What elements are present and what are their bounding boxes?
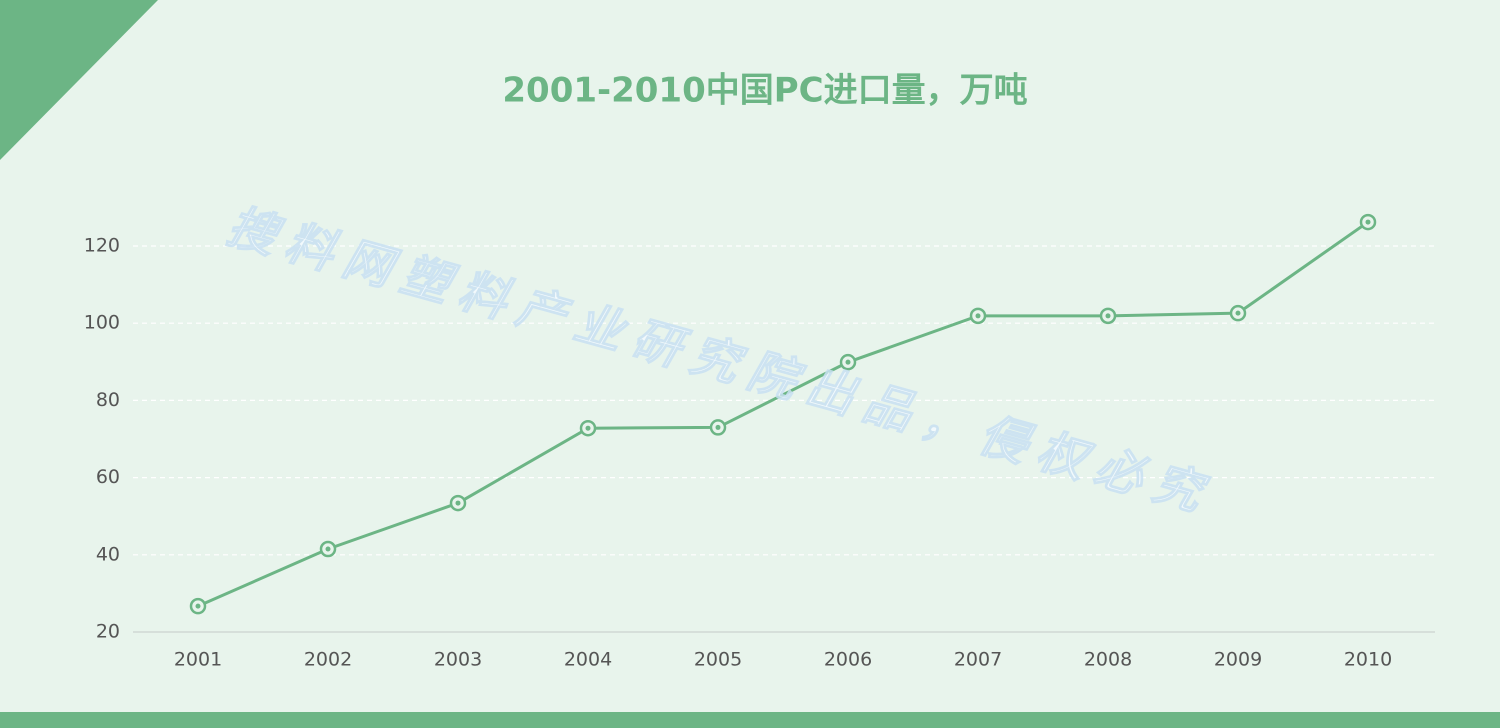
x-tick-label: 2006 (824, 649, 872, 671)
data-point (1229, 304, 1247, 322)
plot (189, 213, 1377, 615)
y-tick-label: 120 (84, 235, 120, 257)
marker-dot (715, 424, 721, 430)
bottom-bar (0, 712, 1500, 728)
x-tick-label: 2005 (694, 649, 742, 671)
chart-title: 2001-2010中国PC进口量，万吨 (502, 71, 1027, 111)
data-point (839, 353, 857, 371)
marker-dot (325, 546, 331, 552)
data-point (319, 540, 337, 558)
data-point (969, 307, 987, 325)
y-tick-label: 40 (96, 543, 120, 565)
marker-dot (1235, 310, 1241, 316)
x-tick-label: 2002 (304, 649, 352, 671)
x-tick-label: 2004 (564, 649, 612, 671)
data-point (449, 494, 467, 512)
x-tick-label: 2003 (434, 649, 482, 671)
x-tick-label: 2001 (174, 649, 222, 671)
marker-dot (1105, 313, 1111, 319)
y-tick-label: 100 (84, 312, 120, 334)
data-point (1099, 307, 1117, 325)
data-point (1359, 213, 1377, 231)
x-tick-label: 2007 (954, 649, 1002, 671)
data-line (197, 220, 1369, 608)
grid: 20 40 60 80 100 120 2001 2002 2003 2004 2005 2006 20… (84, 235, 1435, 671)
marker-dot (455, 500, 461, 506)
data-point (579, 419, 597, 437)
data-point (189, 597, 207, 615)
y-tick-label: 60 (96, 466, 120, 488)
marker-dot (195, 603, 201, 609)
y-tick-label: 80 (96, 389, 120, 411)
data-point (709, 419, 727, 436)
y-tick-label: 20 (96, 621, 120, 643)
marker-dot (1365, 219, 1371, 225)
marker-dot (585, 425, 591, 431)
x-tick-label: 2009 (1214, 649, 1262, 671)
corner-decoration (0, 0, 158, 160)
x-tick-label: 2008 (1084, 649, 1132, 671)
x-tick-label: 2010 (1344, 649, 1392, 671)
marker-dot (975, 313, 981, 319)
marker-dot (845, 359, 851, 365)
